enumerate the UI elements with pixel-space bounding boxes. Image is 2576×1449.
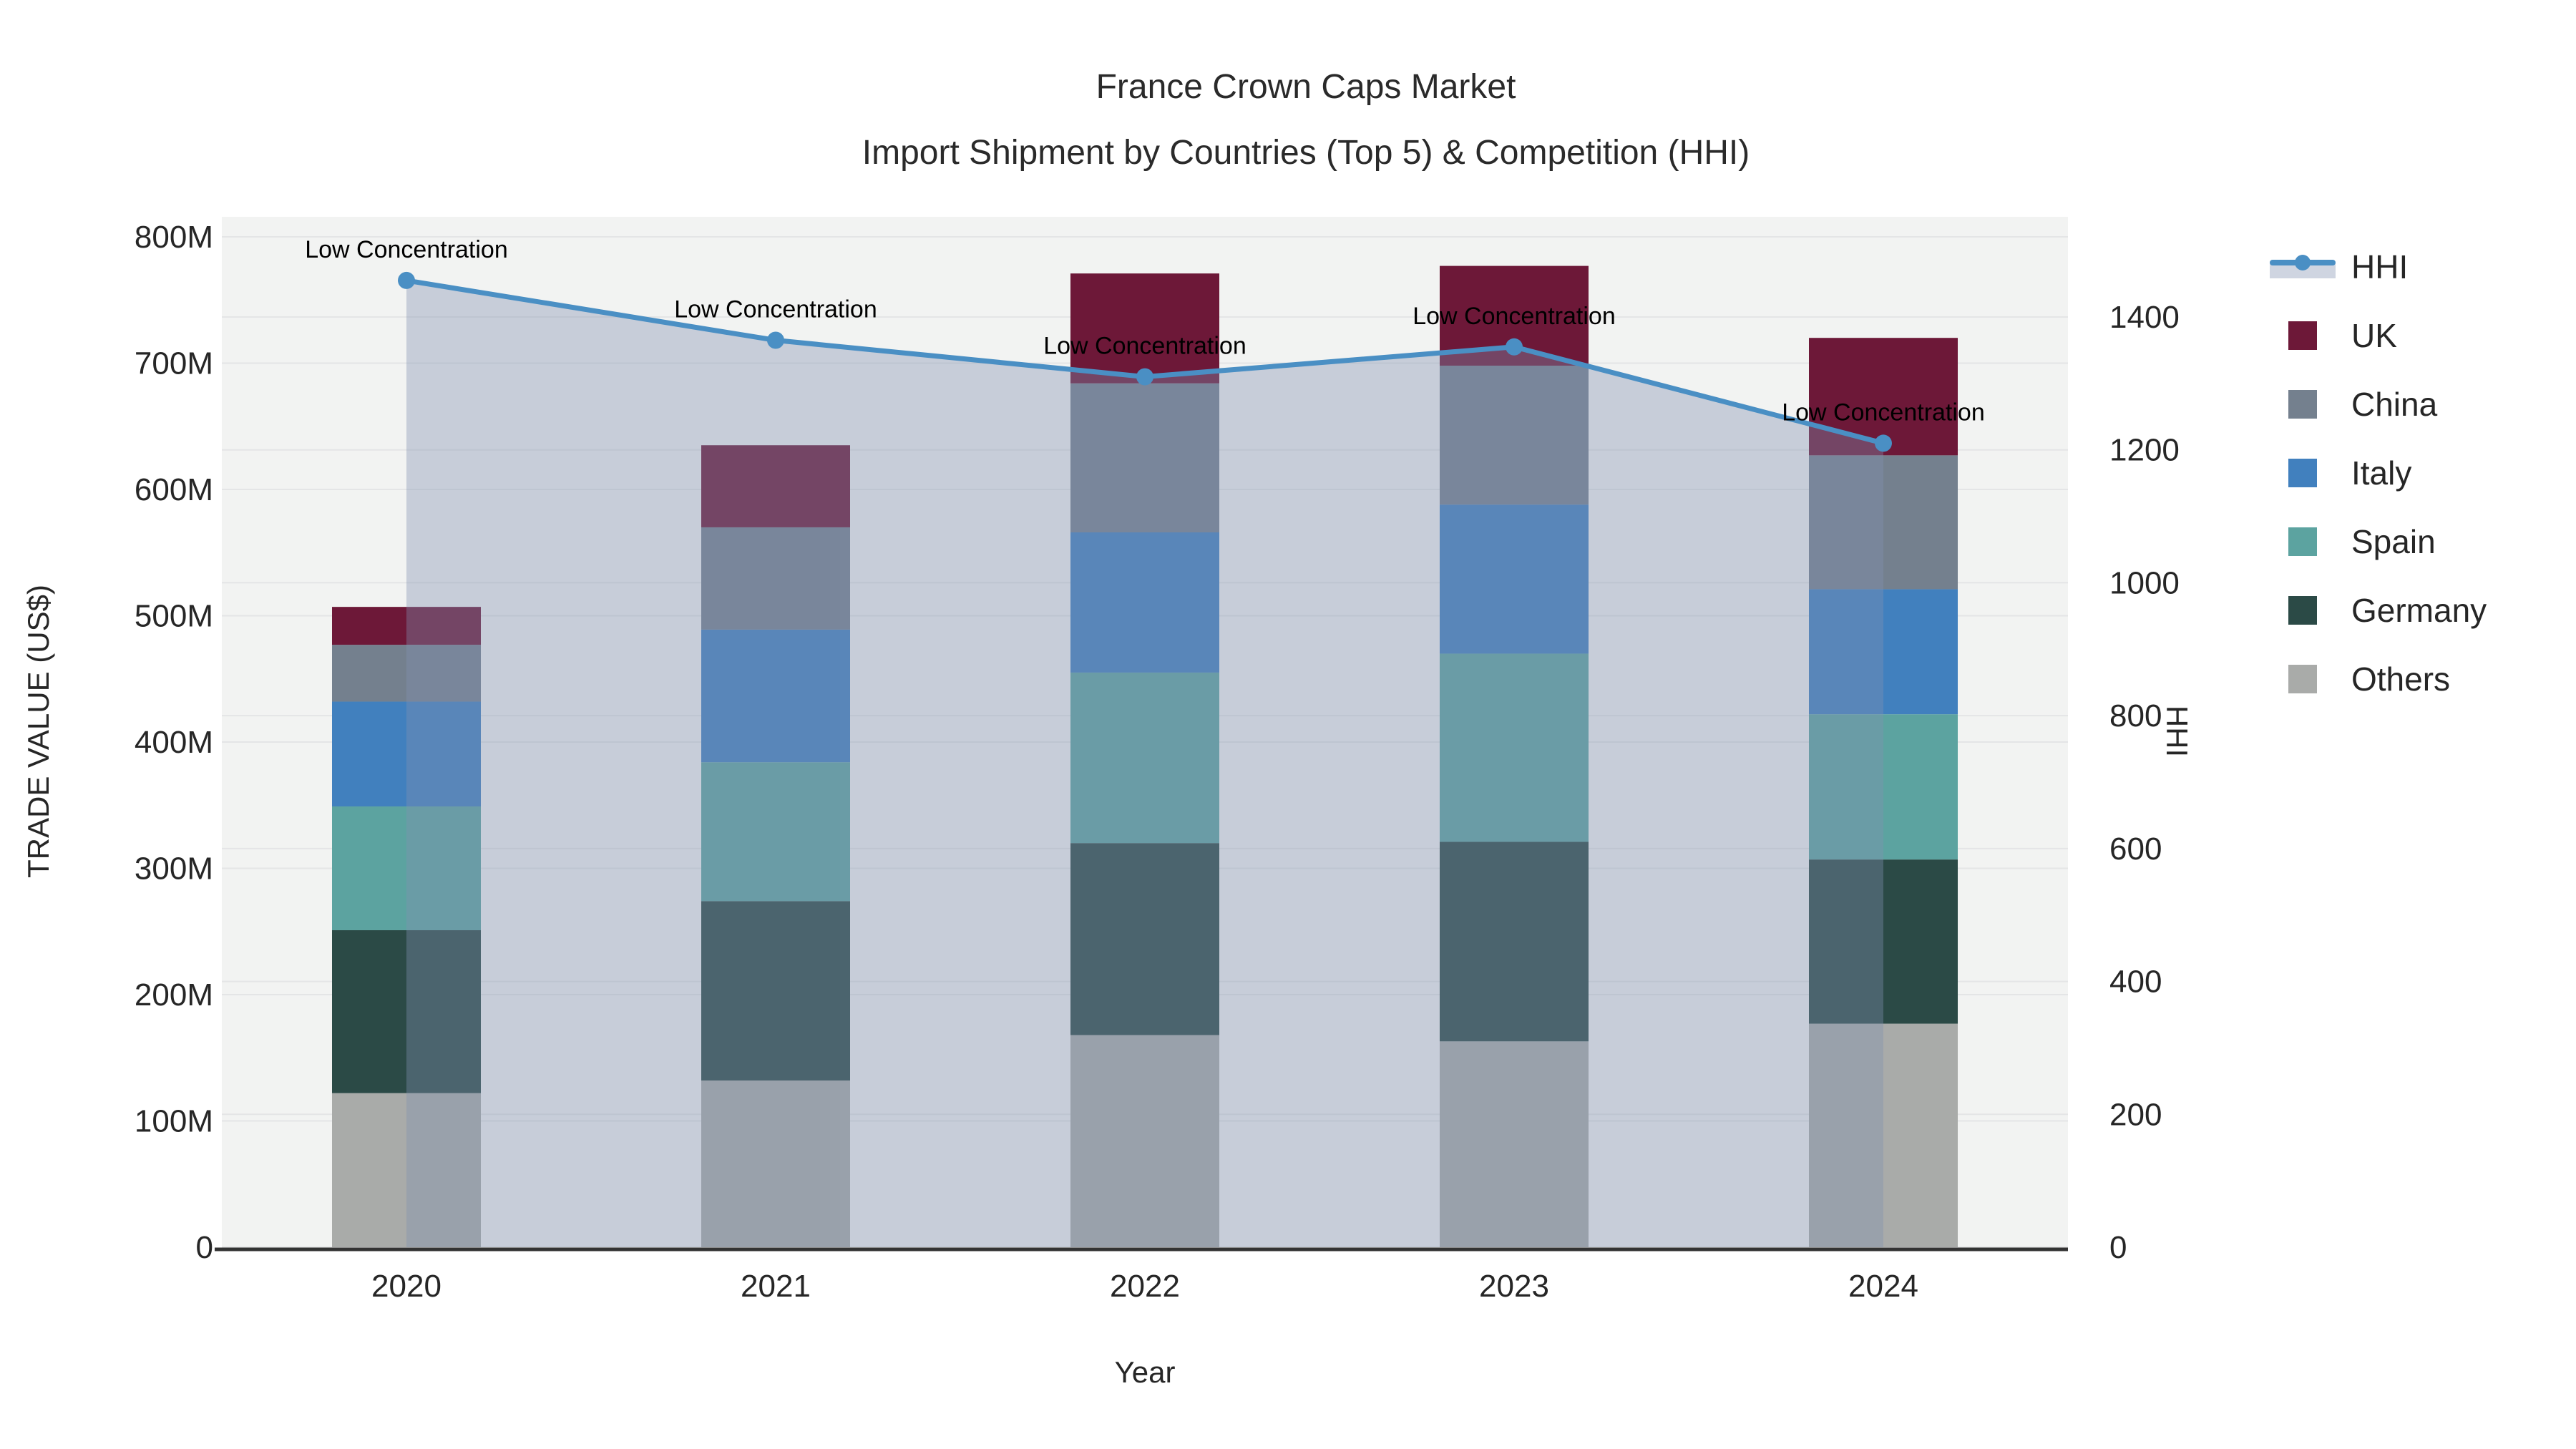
x-axis-title: Year <box>1114 1355 1176 1389</box>
bar-others-2022[interactable] <box>1070 1035 1219 1247</box>
legend-swatch-hhi <box>2270 250 2336 284</box>
bar-others-2023[interactable] <box>1440 1041 1589 1247</box>
legend-swatch-others <box>2270 662 2336 696</box>
legend-color-china <box>2288 390 2317 419</box>
bar-italy-2021[interactable] <box>701 629 850 763</box>
annotation-2020: Low Concentration <box>305 236 508 263</box>
y2-tick-label: 0 <box>2109 1230 2127 1265</box>
bars <box>332 265 1958 1247</box>
legend-color-others <box>2288 665 2317 693</box>
bar-germany-2021[interactable] <box>701 901 850 1081</box>
legend-label-china: China <box>2351 386 2438 423</box>
bar-italy-2023[interactable] <box>1440 504 1589 654</box>
legend-label-spain: Spain <box>2351 523 2436 560</box>
legend-item-uk[interactable]: UK <box>2270 301 2487 370</box>
x-tick-label-2024: 2024 <box>1848 1269 1918 1304</box>
bar-spain-2021[interactable] <box>701 762 850 902</box>
x-tick-label-2022: 2022 <box>1110 1269 1180 1304</box>
y2-axis-title: HHI <box>2160 705 2194 758</box>
legend-label-uk: UK <box>2351 317 2397 354</box>
hhi-fill-sample <box>2270 263 2336 278</box>
y1-tick-label: 700M <box>135 346 213 381</box>
y1-tick-label: 600M <box>135 472 213 507</box>
annotation-2024: Low Concentration <box>1782 399 1985 426</box>
bar-italy-2022[interactable] <box>1070 532 1219 673</box>
bar-china-2024[interactable] <box>1809 455 1958 590</box>
bar-uk-2022[interactable] <box>1070 273 1219 384</box>
hhi-marker-2021[interactable] <box>767 331 784 349</box>
hhi-area <box>406 280 1883 1247</box>
hhi-marker-2023[interactable] <box>1506 338 1523 356</box>
legend-label-germany: Germany <box>2351 592 2487 629</box>
bar-spain-2022[interactable] <box>1070 672 1219 844</box>
y2-tick-label: 600 <box>2109 831 2162 867</box>
hhi-marker-2024[interactable] <box>1875 434 1892 452</box>
legend-color-italy <box>2288 459 2317 487</box>
bar-spain-2020[interactable] <box>332 806 481 930</box>
bar-germany-2023[interactable] <box>1440 841 1589 1042</box>
x-tick-label-2023: 2023 <box>1479 1269 1549 1304</box>
y2-tick-label: 800 <box>2109 698 2162 733</box>
legend-swatch-italy <box>2270 456 2336 490</box>
y2-tick-label: 1400 <box>2109 300 2180 335</box>
y2-tick-label: 1200 <box>2109 433 2180 468</box>
hhi-marker-2020[interactable] <box>398 271 415 289</box>
legend-item-hhi[interactable]: HHI <box>2270 233 2487 301</box>
annotation-2021: Low Concentration <box>674 296 877 323</box>
bar-china-2023[interactable] <box>1440 366 1589 505</box>
bar-others-2024[interactable] <box>1809 1023 1958 1247</box>
legend-item-others[interactable]: Others <box>2270 645 2487 713</box>
bar-spain-2023[interactable] <box>1440 653 1589 842</box>
bar-spain-2024[interactable] <box>1809 714 1958 860</box>
bar-china-2020[interactable] <box>332 645 481 702</box>
bar-uk-2021[interactable] <box>701 445 850 527</box>
bar-germany-2020[interactable] <box>332 930 481 1093</box>
y1-tick-label: 100M <box>135 1104 213 1139</box>
bar-germany-2024[interactable] <box>1809 859 1958 1024</box>
legend-swatch-uk <box>2270 318 2336 353</box>
chart-title: France Crown Caps Market <box>1096 68 1516 106</box>
bar-others-2020[interactable] <box>332 1093 481 1247</box>
y1-tick-label: 300M <box>135 852 213 887</box>
legend: HHI UK China Italy Spain Germany Others <box>2270 233 2487 713</box>
bar-others-2021[interactable] <box>701 1080 850 1247</box>
legend-color-spain <box>2288 527 2317 556</box>
hhi-marker-sample <box>2295 255 2311 270</box>
y2-tick-label: 200 <box>2109 1097 2162 1132</box>
legend-item-china[interactable]: China <box>2270 370 2487 439</box>
y2-tick-label: 1000 <box>2109 565 2180 600</box>
y-axis-title: TRADE VALUE (US$) <box>21 585 55 878</box>
legend-swatch-germany <box>2270 593 2336 628</box>
y1-tick-label: 500M <box>135 599 213 634</box>
x-tick-label-2021: 2021 <box>741 1269 811 1304</box>
y1-tick-label: 800M <box>135 220 213 255</box>
y1-tick-label: 0 <box>196 1230 213 1265</box>
y1-tick-label: 200M <box>135 977 213 1013</box>
legend-item-spain[interactable]: Spain <box>2270 507 2487 576</box>
legend-color-germany <box>2288 596 2317 625</box>
annotation-2022: Low Concentration <box>1043 333 1246 360</box>
bar-italy-2020[interactable] <box>332 701 481 807</box>
legend-label-italy: Italy <box>2351 454 2412 492</box>
legend-swatch-spain <box>2270 525 2336 559</box>
annotation-2023: Low Concentration <box>1413 303 1616 330</box>
legend-label-others: Others <box>2351 660 2451 698</box>
bar-italy-2024[interactable] <box>1809 589 1958 715</box>
bar-germany-2022[interactable] <box>1070 843 1219 1035</box>
legend-label-hhi: HHI <box>2351 248 2409 286</box>
legend-item-germany[interactable]: Germany <box>2270 576 2487 645</box>
bar-china-2021[interactable] <box>701 527 850 630</box>
legend-color-uk <box>2288 321 2317 350</box>
x-tick-label-2020: 2020 <box>371 1269 441 1304</box>
y2-tick-label: 400 <box>2109 965 2162 1000</box>
bar-uk-2020[interactable] <box>332 607 481 645</box>
hhi-marker-2022[interactable] <box>1136 368 1153 386</box>
y1-tick-label: 400M <box>135 725 213 760</box>
bar-china-2022[interactable] <box>1070 383 1219 533</box>
legend-swatch-china <box>2270 387 2336 421</box>
chart-subtitle: Import Shipment by Countries (Top 5) & C… <box>862 134 1750 172</box>
legend-item-italy[interactable]: Italy <box>2270 439 2487 507</box>
